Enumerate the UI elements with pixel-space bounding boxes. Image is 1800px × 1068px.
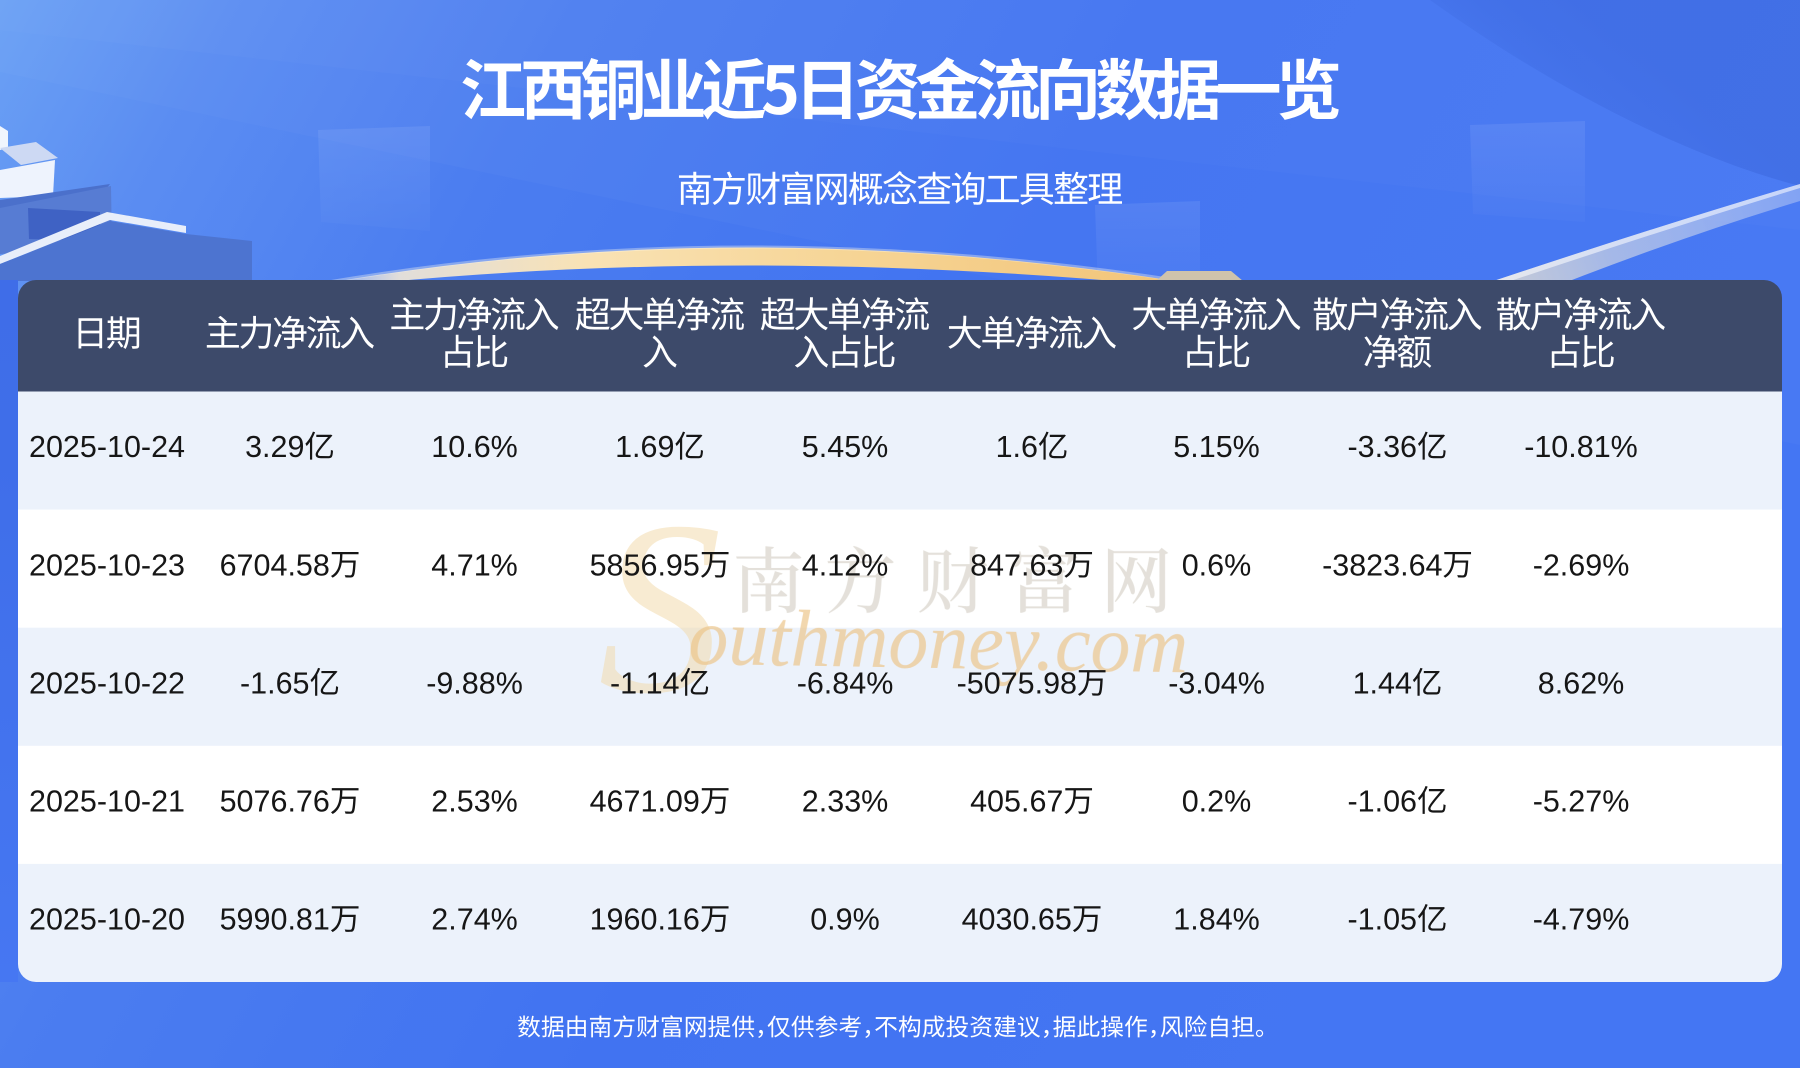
svg-text:5856.95: 5856.95	[590, 548, 700, 582]
svg-text:0.9%: 0.9%	[810, 903, 880, 937]
svg-text:5.15%: 5.15%	[1173, 430, 1259, 464]
svg-text:-9.88%: -9.88%	[426, 666, 523, 700]
svg-text:-5075.98: -5075.98	[957, 666, 1077, 700]
svg-text:0.6%: 0.6%	[1182, 548, 1252, 582]
svg-text:8.62%: 8.62%	[1538, 666, 1624, 700]
svg-text:2025-10-21: 2025-10-21	[29, 785, 185, 819]
svg-text:405.67: 405.67	[970, 785, 1063, 819]
svg-text:5.45%: 5.45%	[802, 430, 888, 464]
svg-text:1960.16: 1960.16	[590, 903, 700, 937]
svg-text:-5.27%: -5.27%	[1533, 785, 1630, 819]
svg-text:1.69: 1.69	[615, 430, 674, 464]
svg-text:3.29: 3.29	[245, 430, 304, 464]
svg-text:0.2%: 0.2%	[1182, 785, 1252, 819]
svg-text:S: S	[598, 470, 722, 745]
svg-text:5990.81: 5990.81	[220, 903, 330, 937]
svg-text:-1.06: -1.06	[1348, 785, 1418, 819]
svg-text:-2.69%: -2.69%	[1533, 548, 1630, 582]
svg-text:5076.76: 5076.76	[220, 785, 330, 819]
svg-text:outhmoney.com: outhmoney.com	[688, 594, 1189, 691]
svg-text:2025-10-20: 2025-10-20	[29, 903, 185, 937]
svg-text:4671.09: 4671.09	[590, 785, 700, 819]
svg-text:1.6: 1.6	[996, 430, 1038, 464]
svg-text:-6.84%: -6.84%	[797, 666, 894, 700]
svg-text:-3.04%: -3.04%	[1168, 666, 1265, 700]
svg-text:4030.65: 4030.65	[962, 903, 1072, 937]
svg-text:6704.58: 6704.58	[220, 548, 330, 582]
svg-text:2025-10-22: 2025-10-22	[29, 666, 185, 700]
svg-text:4.71%: 4.71%	[431, 548, 517, 582]
svg-text:2025-10-24: 2025-10-24	[29, 430, 185, 464]
svg-text:4.12%: 4.12%	[802, 548, 888, 582]
svg-text:2.74%: 2.74%	[431, 903, 517, 937]
svg-text:-10.81%: -10.81%	[1524, 430, 1638, 464]
svg-text:-1.14: -1.14	[610, 666, 680, 700]
svg-text:847.63: 847.63	[970, 548, 1063, 582]
svg-text:10.6%: 10.6%	[431, 430, 517, 464]
svg-text:2025-10-23: 2025-10-23	[29, 548, 185, 582]
svg-text:-3823.64: -3823.64	[1322, 548, 1442, 582]
svg-text:1.44: 1.44	[1353, 666, 1412, 700]
svg-text:-1.65: -1.65	[240, 666, 310, 700]
svg-text:-1.05: -1.05	[1348, 903, 1418, 937]
svg-text:2.33%: 2.33%	[802, 785, 888, 819]
svg-text:2.53%: 2.53%	[431, 785, 517, 819]
svg-text:-3.36: -3.36	[1348, 430, 1418, 464]
svg-text:-4.79%: -4.79%	[1533, 903, 1630, 937]
svg-text:1.84%: 1.84%	[1173, 903, 1259, 937]
